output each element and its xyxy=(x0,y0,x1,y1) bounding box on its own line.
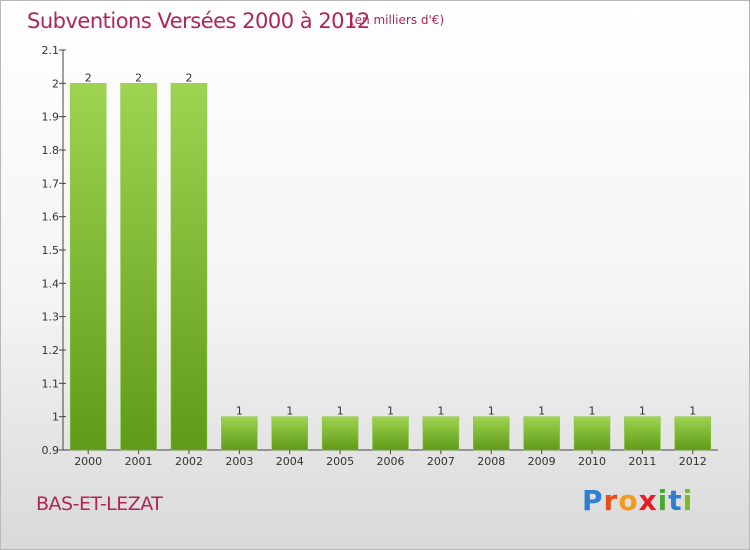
place-name: BAS-ET-LEZAT xyxy=(36,493,163,515)
x-tick-label: 2003 xyxy=(225,455,253,468)
bar-value-label: 1 xyxy=(538,405,545,418)
bar-2010 xyxy=(573,416,611,451)
x-tick-label: 2011 xyxy=(628,455,656,468)
y-tick-label: 1.5 xyxy=(42,244,60,257)
bar-value-label: 1 xyxy=(236,405,243,418)
x-tick-label: 2002 xyxy=(175,455,203,468)
x-tick-label: 2012 xyxy=(679,455,707,468)
x-tick-label: 2006 xyxy=(377,455,405,468)
logo-letter: i xyxy=(682,484,694,517)
bar-value-label: 1 xyxy=(488,405,495,418)
x-tick-label: 2000 xyxy=(74,455,102,468)
x-tick-label: 2009 xyxy=(528,455,556,468)
bar-value-label: 2 xyxy=(85,71,92,84)
bar-2003 xyxy=(221,416,258,451)
bar-2008 xyxy=(473,416,510,451)
bar-value-label: 1 xyxy=(337,405,344,418)
y-tick-label: 1.2 xyxy=(42,344,60,357)
bar-2007 xyxy=(422,416,460,451)
y-tick-label: 1.9 xyxy=(42,111,60,124)
bar-value-label: 1 xyxy=(689,405,696,418)
proxiti-logo: Proxiti xyxy=(582,484,693,517)
x-tick-label: 2007 xyxy=(427,455,455,468)
y-tick-label: 1.6 xyxy=(42,211,60,224)
x-tick-label: 2005 xyxy=(326,455,354,468)
chart-title: Subventions Versées 2000 à 2012 xyxy=(27,9,370,33)
logo-letter: o xyxy=(618,484,639,517)
bar-2006 xyxy=(372,416,409,451)
y-tick-label: 1.7 xyxy=(42,177,60,190)
x-tick-label: 2001 xyxy=(125,455,153,468)
bar-2012 xyxy=(674,416,712,451)
chart-unit: (en milliers d'€) xyxy=(350,13,445,27)
y-tick-label: 1.8 xyxy=(42,144,60,157)
logo-letter: r xyxy=(603,484,619,517)
bar-2005 xyxy=(321,416,359,451)
x-tick-label: 2004 xyxy=(276,455,304,468)
y-tick-label: 1.3 xyxy=(42,311,60,324)
bar-value-label: 2 xyxy=(135,71,142,84)
bar-value-label: 1 xyxy=(589,405,596,418)
bar-2002 xyxy=(170,83,208,451)
bar-value-label: 1 xyxy=(387,405,394,418)
bar-value-label: 1 xyxy=(639,405,646,418)
y-tick-label: 0.9 xyxy=(42,444,60,457)
bar-value-label: 2 xyxy=(185,71,192,84)
y-tick-label: 2 xyxy=(52,77,59,90)
logo-letter: x xyxy=(638,484,658,517)
bar-2001 xyxy=(120,83,157,451)
logo-letter: P xyxy=(582,484,604,517)
bar-2009 xyxy=(523,416,560,451)
y-tick-label: 1.4 xyxy=(42,277,60,290)
bar-2011 xyxy=(624,416,661,451)
y-tick-label: 1 xyxy=(52,411,59,424)
logo-letter: t xyxy=(668,484,683,517)
x-tick-label: 2010 xyxy=(578,455,606,468)
y-tick-label: 2.1 xyxy=(42,44,60,57)
bar-value-label: 1 xyxy=(286,405,293,418)
bar-2004 xyxy=(271,416,308,451)
logo-letter: i xyxy=(657,484,669,517)
y-tick-label: 1.1 xyxy=(42,377,60,390)
x-tick-label: 2008 xyxy=(477,455,505,468)
bar-2000 xyxy=(69,83,107,451)
bar-value-label: 1 xyxy=(437,405,444,418)
bars: 2 2 2 1 1 1 1 1 1 1 1 1 1 xyxy=(69,71,712,451)
